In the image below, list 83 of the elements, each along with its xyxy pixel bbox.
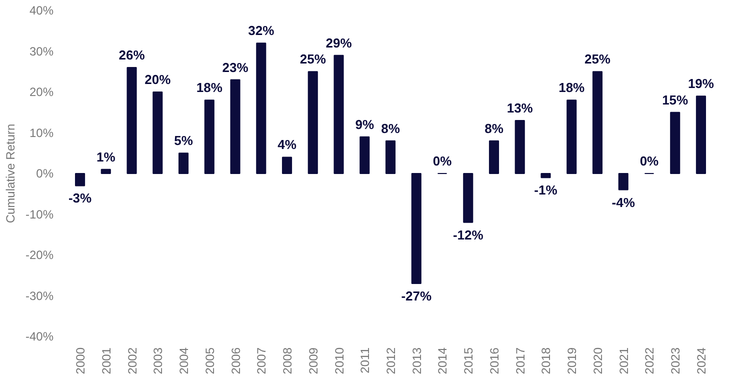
bar [385, 140, 396, 174]
data-label: 32% [248, 23, 275, 38]
y-tick-label: -40% [25, 330, 54, 344]
x-tick-label: 2004 [177, 347, 192, 374]
x-tick-label: 2008 [280, 347, 295, 374]
x-tick-label: 2006 [228, 347, 243, 374]
data-label: 0% [432, 154, 452, 168]
x-tick-label: 2021 [616, 347, 631, 374]
data-label: 5% [174, 133, 194, 148]
data-label: 8% [484, 120, 504, 136]
bar [100, 168, 111, 174]
bar [204, 100, 214, 174]
bar [463, 173, 474, 223]
data-label: 9% [355, 116, 374, 132]
x-tick-label: 2011 [358, 347, 372, 374]
bar [334, 54, 344, 174]
x-tick-label: 2019 [565, 347, 580, 374]
x-tick-label: 2012 [384, 347, 398, 374]
bar [74, 173, 86, 186]
x-tick-label: 2020 [590, 347, 605, 374]
bar [592, 71, 603, 174]
data-label: -4% [612, 194, 636, 210]
bar [178, 152, 189, 174]
data-label: -12% [452, 227, 484, 242]
data-label: 0% [640, 154, 660, 168]
data-label: 25% [300, 52, 326, 67]
y-tick-label: 0% [36, 166, 54, 180]
data-label: -3% [68, 190, 92, 206]
bar [696, 96, 706, 174]
x-tick-label: 2016 [487, 347, 502, 374]
data-label: 20% [144, 72, 172, 87]
y-tick-label: 20% [29, 85, 54, 99]
data-label: -27% [401, 288, 432, 304]
y-tick-label: 40% [29, 4, 54, 18]
y-tick-label: 30% [29, 44, 54, 58]
bar [126, 67, 137, 174]
x-tick-label: 2005 [202, 347, 217, 374]
x-tick-label: 2013 [410, 347, 424, 374]
x-tick-label: 2018 [539, 347, 554, 374]
data-label: 25% [584, 52, 611, 67]
x-tick-label: 2007 [254, 347, 269, 374]
bar [282, 156, 292, 174]
x-tick-label: 2023 [668, 347, 683, 374]
bar [566, 100, 577, 174]
x-tick-label: 2017 [513, 347, 528, 374]
bar [360, 136, 370, 174]
x-tick-label: 2022 [642, 347, 657, 374]
y-tick-label: -30% [25, 288, 54, 303]
bar [230, 79, 240, 174]
data-label: 4% [278, 137, 297, 152]
bar [308, 71, 318, 174]
x-tick-label: 2014 [436, 347, 450, 374]
bar [256, 42, 266, 174]
data-label: 15% [662, 92, 689, 108]
x-tick-label: 2002 [125, 347, 140, 374]
data-label: 1% [96, 149, 116, 164]
data-label: 29% [326, 35, 352, 50]
bar [411, 173, 422, 284]
data-label: 8% [381, 120, 400, 136]
bar [618, 173, 628, 190]
x-tick-label: 2001 [99, 347, 114, 374]
bar [514, 120, 525, 174]
data-label: 18% [196, 80, 223, 96]
data-label: 19% [688, 76, 714, 92]
x-tick-label: 2009 [306, 347, 320, 374]
x-tick-label: 2024 [694, 347, 708, 374]
y-axis-title: Cumulative Return [3, 124, 18, 224]
bar [670, 112, 680, 174]
bar [152, 92, 163, 174]
data-label: 23% [222, 60, 249, 75]
data-label: -1% [534, 182, 558, 198]
x-tick-label: 2010 [332, 347, 346, 374]
y-tick-label: -10% [25, 207, 54, 222]
data-label: 26% [118, 48, 146, 63]
y-tick-label: 10% [29, 126, 54, 140]
bar [488, 140, 500, 174]
x-tick-label: 2000 [74, 347, 88, 374]
y-tick-label: -20% [25, 248, 54, 262]
data-label: 13% [506, 100, 534, 116]
data-label: 18% [558, 80, 586, 96]
x-tick-label: 2003 [151, 347, 166, 374]
bar [540, 173, 551, 178]
x-tick-label: 2015 [462, 347, 476, 374]
